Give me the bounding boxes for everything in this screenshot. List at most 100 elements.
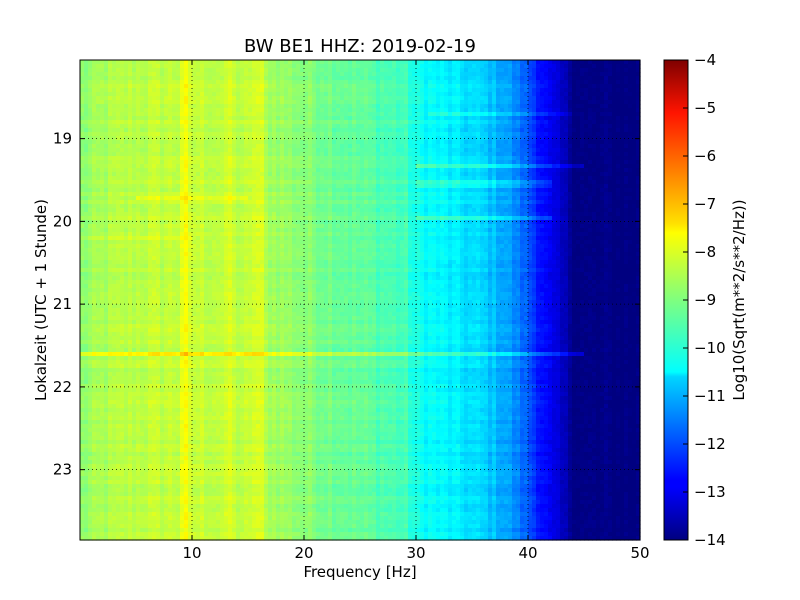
heatmap-cell (632, 88, 637, 93)
heatmap-cell (340, 124, 345, 129)
heatmap-cell (448, 196, 453, 201)
heatmap-cell (500, 152, 505, 157)
heatmap-cell (132, 64, 137, 69)
heatmap-cell (84, 148, 89, 153)
heatmap-cell (488, 132, 493, 137)
heatmap-cell (392, 196, 397, 201)
heatmap-cell (116, 88, 121, 93)
heatmap-cell (132, 76, 137, 81)
heatmap-cell (92, 112, 97, 117)
heatmap-cell (344, 200, 349, 205)
heatmap-cell (452, 156, 457, 161)
heatmap-cell (88, 156, 93, 161)
heatmap-cell (616, 72, 621, 77)
heatmap-cell (600, 188, 605, 193)
heatmap-cell (152, 120, 157, 125)
heatmap-cell (284, 156, 289, 161)
heatmap-cell (604, 88, 609, 93)
heatmap-cell (104, 68, 109, 73)
heatmap-cell (384, 160, 389, 165)
heatmap-cell (120, 176, 125, 181)
heatmap-cell (260, 152, 265, 157)
heatmap-cell (208, 164, 213, 169)
heatmap-cell (320, 140, 325, 145)
heatmap-cell (576, 80, 581, 85)
heatmap-cell (484, 96, 489, 101)
heatmap-cell (92, 128, 97, 133)
heatmap-cell (360, 132, 365, 137)
heatmap-cell (616, 128, 621, 133)
heatmap-cell (316, 200, 321, 205)
heatmap-cell (572, 144, 577, 149)
heatmap-cell (292, 112, 297, 117)
heatmap-cell (340, 96, 345, 101)
heatmap-cell (392, 156, 397, 161)
heatmap-cell (532, 156, 537, 161)
heatmap-cell (580, 152, 585, 157)
heatmap-cell (156, 128, 161, 133)
heatmap-cell (244, 76, 249, 81)
heatmap-cell (176, 108, 181, 113)
heatmap-cell (340, 88, 345, 93)
heatmap-cell (260, 100, 265, 105)
heatmap-cell (292, 156, 297, 161)
heatmap-cell (552, 152, 557, 157)
heatmap-cell (592, 176, 597, 181)
heatmap-cell (260, 196, 265, 201)
heatmap-cell (436, 144, 441, 149)
heatmap-cell (448, 148, 453, 153)
heatmap-cell (448, 108, 453, 113)
heatmap-cell (248, 196, 253, 201)
heatmap-cell (336, 144, 341, 149)
heatmap-cell (564, 144, 569, 149)
heatmap-cell (496, 176, 501, 181)
heatmap-cell (600, 96, 605, 101)
heatmap-cell (556, 148, 561, 153)
heatmap-cell (136, 128, 141, 133)
heatmap-cell (168, 192, 173, 197)
heatmap-cell (120, 148, 125, 153)
heatmap-cell (596, 196, 601, 201)
heatmap-cell (520, 104, 525, 109)
heatmap-cell (108, 72, 113, 77)
heatmap-cell (160, 112, 165, 117)
heatmap-cell (184, 192, 189, 197)
heatmap-cell (372, 84, 377, 89)
heatmap-cell (528, 64, 533, 69)
heatmap-cell (268, 72, 273, 77)
heatmap-cell (120, 96, 125, 101)
heatmap-cell (252, 176, 257, 181)
heatmap-cell (540, 116, 545, 121)
heatmap-cell (396, 68, 401, 73)
heatmap-cell (540, 144, 545, 149)
heatmap-cell (432, 156, 437, 161)
heatmap-cell (256, 84, 261, 89)
heatmap-cell (592, 152, 597, 157)
heatmap-cell (320, 60, 325, 65)
heatmap-cell (216, 196, 221, 201)
heatmap-cell (208, 128, 213, 133)
heatmap-cell (528, 164, 533, 169)
heatmap-cell (492, 176, 497, 181)
heatmap-cell (456, 152, 461, 157)
heatmap-cell (612, 96, 617, 101)
heatmap-cell (344, 172, 349, 177)
heatmap-cell (144, 88, 149, 93)
heatmap-cell (152, 124, 157, 129)
heatmap-cell (136, 124, 141, 129)
heatmap-cell (304, 164, 309, 169)
heatmap-cell (228, 160, 233, 165)
heatmap-cell (144, 68, 149, 73)
heatmap-cell (340, 72, 345, 77)
heatmap-cell (448, 116, 453, 121)
heatmap-cell (508, 116, 513, 121)
heatmap-cell (388, 92, 393, 97)
heatmap-cell (196, 184, 201, 189)
heatmap-cell (608, 140, 613, 145)
heatmap-cell (536, 92, 541, 97)
heatmap-cell (148, 88, 153, 93)
heatmap-cell (100, 148, 105, 153)
heatmap-cell (104, 140, 109, 145)
heatmap-cell (240, 120, 245, 125)
heatmap-cell (100, 124, 105, 129)
